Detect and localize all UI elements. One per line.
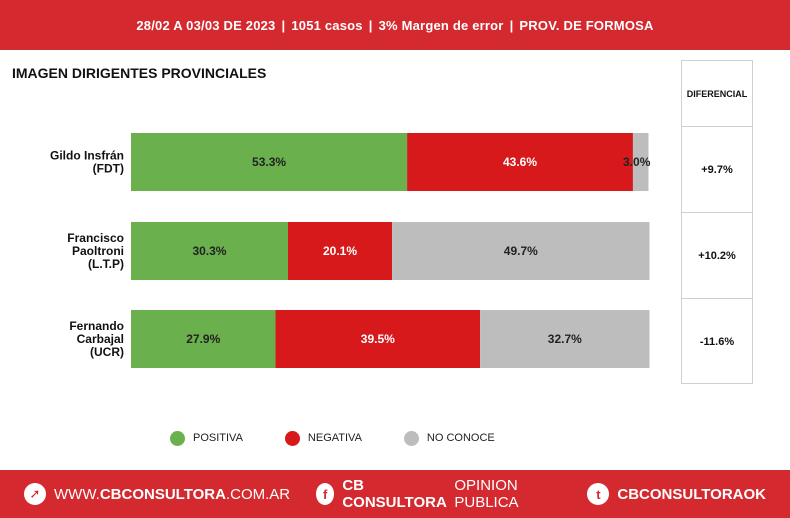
data-label: 3.0% <box>623 155 651 169</box>
data-label: 43.6% <box>503 155 537 169</box>
legend-item-no-conoce: NO CONOCE <box>403 430 495 446</box>
footer-bar: ➚ WWW. CBCONSULTORA .COM.AR f CB CONSULTOR… <box>0 470 790 518</box>
bar-segment-no-conoce <box>480 310 650 368</box>
legend-dot <box>284 430 300 446</box>
data-label: 27.9% <box>186 332 220 346</box>
stacked-bar-chart: 53.3% 43.6% 3.0% Gildo Insfrán(FDT) 30.3% 20.… <box>50 133 651 368</box>
legend-label: POSITIVA <box>193 432 243 444</box>
category-label: Paoltroni <box>72 244 124 258</box>
header-separator: | <box>281 17 286 33</box>
footer-website[interactable]: ➚ WWW. CBCONSULTORA .COM.AR <box>24 483 290 505</box>
bar-segment-positiva <box>131 310 276 368</box>
bar-segment-negativa <box>287 222 393 280</box>
twitter-icon: t <box>587 483 610 505</box>
chart-legend: POSITIVA NEGATIVA NO CONOCE <box>170 428 537 448</box>
chart-title: IMAGEN DIRIGENTES PROVINCIALES <box>12 65 267 81</box>
category-label: Carbajal <box>77 332 124 346</box>
header-margin: 3% Margen de error <box>378 17 504 33</box>
bar-segment-positiva <box>131 133 408 191</box>
diferencial-header: DIFERENCIAL <box>682 61 752 127</box>
category-label: (FDT) <box>93 162 124 176</box>
data-label: 32.7% <box>548 332 582 346</box>
header-date-range: 28/02 A 03/03 DE 2023 <box>136 17 276 33</box>
category-label: (UCR) <box>90 345 124 359</box>
data-label: 20.1% <box>323 244 357 258</box>
legend-label: NO CONOCE <box>426 432 495 444</box>
diferencial-value: -11.6% <box>699 336 735 348</box>
data-label: 49.7% <box>504 244 538 258</box>
header-separator: | <box>509 17 514 33</box>
bar-segment-positiva <box>131 222 288 280</box>
category-label: Gildo Insfrán <box>50 149 124 163</box>
legend-item-positiva: POSITIVA <box>170 430 243 446</box>
facebook-tagline: OPINION PUBLICA <box>454 477 519 511</box>
website-prefix: WWW. <box>54 485 100 503</box>
data-label: 53.3% <box>252 155 286 169</box>
website-suffix: .COM.AR <box>225 485 291 503</box>
twitter-handle: CBCONSULTORAOK <box>617 485 766 503</box>
bar-segment-negativa <box>275 310 481 368</box>
website-bold: CBCONSULTORA <box>99 485 226 503</box>
legend-label: NEGATIVA <box>307 432 362 444</box>
header-province: PROV. DE FORMOSA <box>519 17 654 33</box>
bar-segment-no-conoce <box>632 133 649 191</box>
category-label: Francisco <box>67 231 124 245</box>
header-cases: 1051 casos <box>291 17 363 33</box>
facebook-icon: f <box>316 483 335 505</box>
legend-dot <box>170 430 185 446</box>
legend-item-negativa: NEGATIVA <box>284 430 362 446</box>
category-label: (L.T.P) <box>88 257 124 271</box>
diferencial-table: DIFERENCIAL +9.7% +10.2% -11.6% <box>681 60 753 384</box>
facebook-name: CB CONSULTORA <box>342 477 447 511</box>
header-separator: | <box>368 17 373 33</box>
diferencial-value: +10.2% <box>682 213 752 299</box>
header-bar: 28/02 A 03/03 DE 2023 | 1051 casos | 3% … <box>0 0 790 50</box>
category-label: Fernando <box>69 319 124 333</box>
footer-facebook[interactable]: f CB CONSULTORA OPINION PUBLICA <box>316 477 563 511</box>
data-label: 39.5% <box>361 332 395 346</box>
footer-twitter[interactable]: t CBCONSULTORAOK <box>587 483 766 505</box>
legend-dot <box>403 430 419 446</box>
bar-segment-negativa <box>407 133 633 191</box>
diferencial-value: +9.7% <box>682 127 752 213</box>
cursor-click-icon: ➚ <box>24 483 46 505</box>
data-label: 30.3% <box>192 244 226 258</box>
bar-segment-no-conoce <box>392 222 650 280</box>
